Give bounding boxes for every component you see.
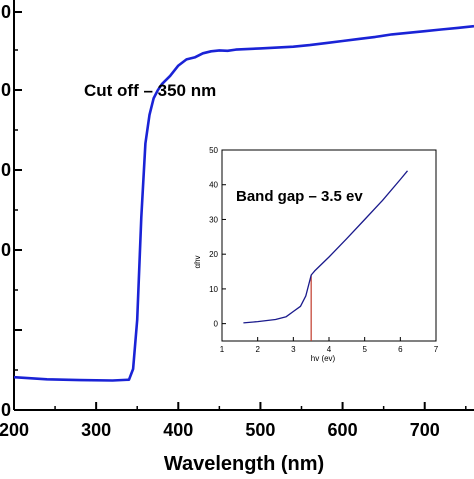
inset-y-axis-label: αhv [193,255,202,268]
x-tick-label: 600 [328,420,358,440]
y-tick-label: 0 [1,160,11,180]
inset-series-line [243,170,409,324]
x-tick-label: 200 [0,420,29,440]
cutoff-annotation: Cut off – 350 nm [84,81,216,100]
band-gap-annotation: Band gap – 3.5 ev [236,188,363,205]
x-tick-label: 300 [81,420,111,440]
inset-x-tick-label: 2 [255,345,260,354]
inset-x-tick-label: 6 [398,345,403,354]
inset-plot: 1 2 3 4 5 6 7 0 10 20 30 40 50 hv (ev) αhv Band gap – 3… [193,146,439,363]
inset-x-tick-label: 3 [291,345,296,354]
inset-frame [221,149,437,342]
y-tick-label: 0 [1,80,11,100]
series-line [13,24,474,382]
inset-x-tick-label: 7 [434,345,439,354]
inset-y-tick-label: 10 [209,285,218,294]
inset-x-tick-label: 1 [220,345,225,354]
x-tick-label: 400 [163,420,193,440]
x-tick-label: 500 [245,420,275,440]
inset-y-tick-label: 50 [209,146,218,155]
x-tick-label: 700 [410,420,440,440]
inset-y-tick-label: 30 [209,215,218,224]
inset-x-tick-label: 4 [327,345,332,354]
inset-x-axis-label: hv (ev) [311,354,336,363]
y-tick-label: 0 [1,400,11,420]
inset-y-tick-label: 20 [209,250,218,259]
inset-y-tick-label: 40 [209,181,218,190]
y-tick-label: 0 [1,240,11,260]
inset-y-tick-label: 0 [214,320,219,329]
inset-x-tick-label: 5 [362,345,367,354]
x-axis-label: Wavelength (nm) [164,453,324,474]
y-tick-label: 0 [1,2,11,22]
